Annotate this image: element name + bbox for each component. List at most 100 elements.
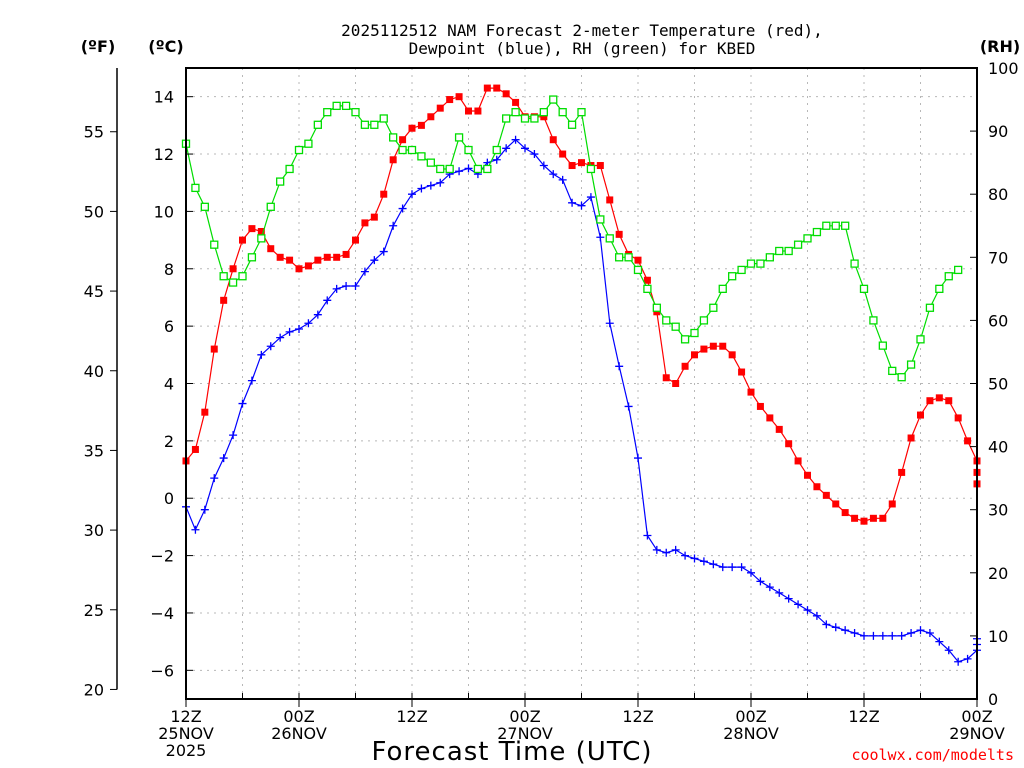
temperature-point <box>380 190 388 198</box>
celsius-tick-label: 10 <box>154 202 174 221</box>
fahrenheit-tick-label: 35 <box>84 441 104 460</box>
rh-point <box>238 272 247 281</box>
rh-point <box>916 335 925 344</box>
dewpoint-point <box>539 161 548 170</box>
temperature-point <box>512 98 520 106</box>
dewpoint-point <box>379 247 388 256</box>
rh-point <box>304 139 313 148</box>
dewpoint-point <box>295 325 303 334</box>
temperature-point <box>926 397 934 405</box>
x-tick-label: 12Z <box>170 707 201 726</box>
rh-point <box>520 114 530 123</box>
dewpoint-point <box>634 454 642 463</box>
temperature-point <box>342 250 350 258</box>
temperature-point <box>408 124 416 132</box>
fahrenheit-tick-label: 20 <box>84 680 104 699</box>
rh-point <box>370 120 379 129</box>
rh-point <box>389 133 398 142</box>
rh-point <box>210 240 219 249</box>
celsius-axis-label: (ºC) <box>148 37 183 56</box>
dewpoint-point <box>916 626 925 635</box>
rh-tick-label: 50 <box>988 375 1008 394</box>
temperature-point <box>304 262 312 270</box>
temperature-point <box>257 227 265 235</box>
dewpoint-point <box>690 554 699 563</box>
rh-axis-label: (RH) <box>980 37 1020 56</box>
dewpoint-point <box>944 646 953 655</box>
temperature-point <box>756 402 764 410</box>
x-tick-label: 00Z <box>283 707 314 726</box>
temperature-point <box>549 136 557 144</box>
dewpoint-point <box>756 577 765 586</box>
dewpoint-point <box>699 557 708 566</box>
temperature-point <box>323 253 331 261</box>
dewpoint-point <box>643 531 652 540</box>
dewpoint-point <box>229 431 238 440</box>
rh-point <box>756 259 765 268</box>
dewpoint-point <box>878 631 887 640</box>
dewpoint-point <box>558 175 567 184</box>
rh-point <box>671 322 680 331</box>
temperature-point <box>860 517 868 525</box>
temperature-point <box>719 342 727 350</box>
celsius-tick-label: 0 <box>164 489 174 508</box>
rh-point <box>379 114 388 123</box>
temperature-point <box>502 90 510 98</box>
rh-point <box>549 95 558 104</box>
temperature-point <box>493 84 501 92</box>
fahrenheit-tick-label: 45 <box>84 282 104 301</box>
x-tick-label: 28NOV <box>723 724 779 743</box>
rh-point <box>746 259 756 268</box>
dewpoint-line <box>185 138 978 663</box>
dewpoint-point <box>737 563 746 572</box>
rh-point <box>737 265 746 275</box>
celsius-tick-label: 2 <box>164 432 174 451</box>
dewpoint-point <box>907 629 916 638</box>
dewpoint-point <box>191 525 200 534</box>
dewpoint-point <box>605 319 614 328</box>
rh-point <box>276 177 285 186</box>
x-tick-label: 29NOV <box>949 724 1005 743</box>
temperature-point <box>804 471 811 479</box>
title-line-1: 2025112512 NAM Forecast 2-meter Temperat… <box>341 21 823 40</box>
x-tick-label: 00Z <box>735 707 766 726</box>
rh-point <box>351 108 360 117</box>
dewpoint-point <box>624 402 633 411</box>
dewpoint-point <box>925 629 934 638</box>
rh-point <box>539 108 548 117</box>
temperature-point <box>945 397 953 405</box>
rh-point <box>680 335 690 344</box>
temperature-point <box>361 219 369 227</box>
dewpoint-point <box>568 198 577 207</box>
fahrenheit-axis-label: (ºF) <box>81 37 116 56</box>
temperature-point <box>483 84 491 92</box>
rh-point <box>567 120 577 129</box>
dewpoint-point <box>360 267 369 276</box>
rh-point <box>191 183 200 193</box>
temperature-point <box>738 368 746 376</box>
dewpoint-point <box>888 631 897 640</box>
temperature-point <box>201 408 209 416</box>
rh-point <box>473 164 483 174</box>
rh-point <box>558 108 567 117</box>
temperature-point <box>596 162 604 170</box>
rh-point <box>323 108 332 117</box>
dewpoint-point <box>304 319 313 328</box>
dewpoint-point <box>285 327 294 336</box>
rh-tick-label: 100 <box>988 59 1019 78</box>
dewpoint-point <box>954 657 963 666</box>
temperature-point <box>643 276 651 284</box>
temperature-point <box>917 411 924 419</box>
dewpoint-point <box>794 600 803 609</box>
temperature-point <box>295 265 303 273</box>
temperature-point <box>191 445 199 453</box>
x-tick-label: 26NOV <box>271 724 327 743</box>
rh-point <box>803 234 812 243</box>
temperature-point <box>446 96 454 104</box>
temperature-point <box>813 483 821 491</box>
celsius-tick-label: −2 <box>150 547 174 566</box>
temperature-point <box>832 500 840 508</box>
rh-point <box>228 278 238 287</box>
temperature-point <box>700 345 708 353</box>
dewpoint-point <box>652 545 661 554</box>
